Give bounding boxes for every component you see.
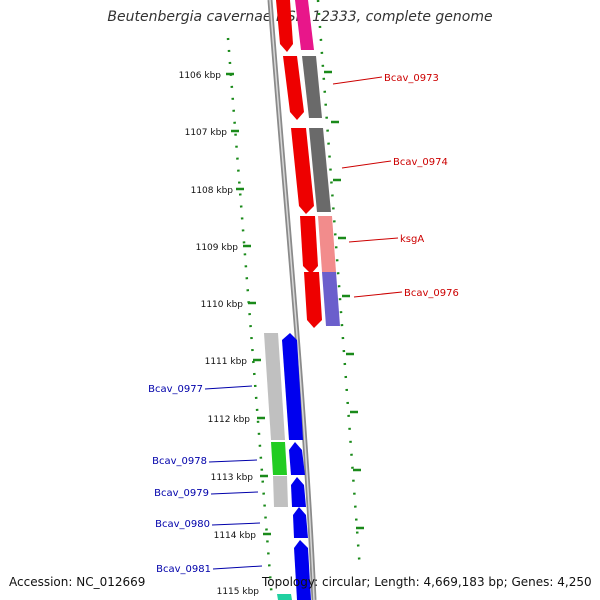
label-leader-line xyxy=(208,459,258,463)
feature-bar-magenta xyxy=(295,0,314,50)
gene-arrow-reverse-bcav0981[interactable] xyxy=(294,540,311,600)
gene-label-bcav0980[interactable]: Bcav_0980 xyxy=(155,519,210,530)
label-leader-line xyxy=(341,160,392,169)
gene-label-bcav0973[interactable]: Bcav_0973 xyxy=(384,73,439,84)
gene-arrow-forward-bcav0976[interactable] xyxy=(304,272,322,328)
gene-label-bcav0974[interactable]: Bcav_0974 xyxy=(393,157,448,168)
gene-arrow-forward-bcav0974[interactable] xyxy=(291,128,314,214)
scale-label: 1110 kbp xyxy=(201,300,244,310)
label-leader-line xyxy=(211,522,261,526)
label-leader-line xyxy=(210,491,259,495)
label-leader-line xyxy=(204,385,253,390)
scale-label: 1114 kbp xyxy=(214,531,257,541)
gene-label-bcav0976[interactable]: Bcav_0976 xyxy=(404,288,459,299)
gene-arrow-forward-ksga[interactable] xyxy=(300,216,318,274)
feature-bar-gray xyxy=(302,56,322,118)
feature-bar-light-gray xyxy=(273,476,288,507)
gene-arrow-reverse-bcav0979[interactable] xyxy=(291,477,306,507)
scale-ticks: 1106 kbp 1107 kbp 1108 kbp 1109 kbp 1110… xyxy=(179,71,271,597)
feature-bars-right xyxy=(295,0,340,326)
label-leader-line xyxy=(332,76,383,85)
feature-bar-gray xyxy=(309,128,331,212)
label-leader-line xyxy=(212,565,263,570)
gene-label-ksga[interactable]: ksgA xyxy=(400,234,424,245)
feature-bar-purple xyxy=(322,272,340,326)
feature-bar-light-gray xyxy=(264,333,285,440)
reverse-strand-genes xyxy=(282,333,311,600)
scale-dotted-line-left xyxy=(226,37,274,600)
forward-strand-genes xyxy=(276,0,322,328)
feature-bars-left xyxy=(264,333,292,600)
gene-arrow-reverse-bcav0978[interactable] xyxy=(289,442,305,475)
feature-bar-green xyxy=(271,442,287,475)
gene-label-bcav0977[interactable]: Bcav_0977 xyxy=(148,384,203,395)
feature-bar-teal xyxy=(277,594,292,600)
accession-label: Accession: NC_012669 xyxy=(9,575,146,589)
scale-label: 1111 kbp xyxy=(205,357,248,367)
gene-label-bcav0979[interactable]: Bcav_0979 xyxy=(154,488,209,499)
gene-arrow-reverse-bcav0977[interactable] xyxy=(282,333,303,440)
feature-bar-pink xyxy=(318,216,336,272)
gene-arrow-forward[interactable] xyxy=(276,0,293,52)
scale-label: 1109 kbp xyxy=(196,243,239,253)
left-gene-labels: Bcav_0977 Bcav_0978 Bcav_0979 Bcav_0980 … xyxy=(148,384,263,575)
scale-label: 1112 kbp xyxy=(208,415,251,425)
right-scale-ticks xyxy=(324,70,364,530)
label-leader-line xyxy=(348,237,399,243)
scale-label: 1106 kbp xyxy=(179,71,222,81)
genome-backbone-highlight xyxy=(269,0,315,600)
gene-label-bcav0978[interactable]: Bcav_0978 xyxy=(152,456,207,467)
right-gene-labels: Bcav_0973 Bcav_0974 ksgA Bcav_0976 xyxy=(332,73,459,299)
gene-arrow-reverse-bcav0980[interactable] xyxy=(293,507,308,538)
label-leader-line xyxy=(353,291,403,298)
scale-label: 1108 kbp xyxy=(191,186,234,196)
topology-label: Topology: circular; Length: 4,669,183 bp… xyxy=(262,575,592,589)
scale-label: 1115 kbp xyxy=(217,587,260,597)
scale-label: 1107 kbp xyxy=(185,128,228,138)
scale-label: 1113 kbp xyxy=(211,473,254,483)
gene-label-bcav0981[interactable]: Bcav_0981 xyxy=(156,564,211,575)
gene-arrow-forward-bcav0973[interactable] xyxy=(283,56,304,120)
